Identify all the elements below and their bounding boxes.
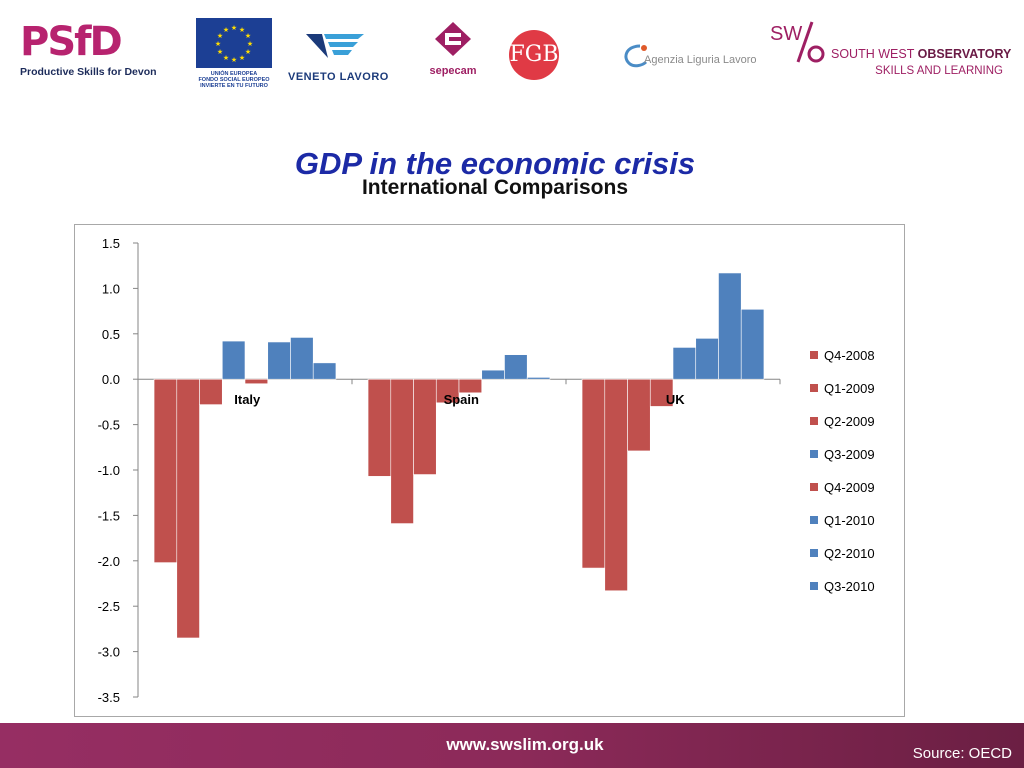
x-category-label: Italy <box>234 392 261 407</box>
psfd-logo-mark: PSfD <box>20 19 123 65</box>
y-tick-label: -3.0 <box>98 645 120 660</box>
svg-text:★: ★ <box>217 48 223 56</box>
eu-caption-line: UNIÓN EUROPEA <box>210 71 258 77</box>
gdp-bar-chart: 1.5 1.0 0.5 0.0 -0.5 -1.0 -1.5 -2.0 -2.5 -3.0 -3.5… <box>98 236 875 705</box>
sw-line1-a: SOUTH WEST <box>831 47 918 61</box>
page-title: GDP in the economic crisis <box>294 146 696 181</box>
svg-text:★: ★ <box>223 26 229 34</box>
svg-text:★: ★ <box>245 32 251 40</box>
sw-line1: SOUTH WEST OBSERVATORY <box>831 47 1011 61</box>
sepecam-text: sepecam <box>429 65 477 77</box>
bar-uk-q4-2009 <box>672 347 697 380</box>
legend-swatch <box>810 483 818 491</box>
bar-italy-q4-2008 <box>153 378 178 563</box>
sw-line1-b: OBSERVATORY <box>917 47 1012 61</box>
legend-swatch <box>810 351 818 359</box>
y-tick-label: -0.5 <box>98 418 120 433</box>
legend-swatch <box>810 450 818 458</box>
bar-italy-q4-2009 <box>244 378 269 385</box>
svg-text:★: ★ <box>245 48 251 56</box>
legend-entry: Q2-2010 <box>824 546 875 561</box>
psfd-logo-caption: Productive Skills for Devon <box>20 66 157 78</box>
y-tick-label: 0.5 <box>102 327 120 342</box>
page-subtitle: International Comparisons <box>361 176 629 199</box>
y-tick-label: -1.5 <box>98 508 120 523</box>
y-tick-label: 1.0 <box>102 281 120 296</box>
logo-strip: PSfD Productive Skills for Devon ★ ★ ★ ★ ★ ★… <box>0 0 1024 110</box>
svg-text:★: ★ <box>223 54 229 62</box>
liguria-text: Agenzia Liguria Lavoro <box>644 54 757 66</box>
chart-frame <box>74 224 905 717</box>
legend-entry: Q1-2009 <box>824 381 875 396</box>
footer-bar: www.swslim.org.uk Source: OECD <box>0 723 1024 768</box>
bar-spain-q4-2009 <box>458 378 483 394</box>
bar-uk-q4-2008 <box>581 378 606 569</box>
y-tick-label: -2.5 <box>98 599 120 614</box>
eu-logo: ★ ★ ★ ★ ★ ★ ★ ★ ★ ★ ★ ★ UNIÓN EUROPEA FONDO SOCI… <box>196 18 272 92</box>
y-tick-label: -3.5 <box>98 690 120 705</box>
bar-uk-q2-2010 <box>718 272 742 380</box>
fgb-logo: FGB <box>505 30 600 85</box>
bar-italy-q1-2009 <box>176 378 200 639</box>
eu-caption-line: INVIERTE EN TU FUTURO <box>200 83 268 89</box>
bar-uk-q3-2010 <box>740 308 765 380</box>
sw-line2: SKILLS AND LEARNING <box>875 65 1003 77</box>
sepecam-logo: sepecam <box>423 20 483 90</box>
legend-entry: Q4-2009 <box>824 480 875 495</box>
fgb-mark: FGB <box>509 30 559 80</box>
svg-text:★: ★ <box>247 40 253 48</box>
svg-text:★: ★ <box>231 24 237 32</box>
y-tick-label: 1.5 <box>102 236 120 251</box>
y-tick-label: -2.0 <box>98 554 120 569</box>
legend-entry: Q3-2009 <box>824 447 875 462</box>
bar-italy-q2-2010 <box>290 337 314 380</box>
x-category-label: UK <box>666 392 685 407</box>
bar-spain-q3-2010 <box>526 377 551 380</box>
y-tick-label: 0.0 <box>102 372 120 387</box>
bar-uk-q1-2010 <box>695 338 719 380</box>
bar-spain-q2-2010 <box>504 354 528 380</box>
sw-percent-mark-icon: SW <box>770 21 825 63</box>
bar-spain-q1-2010 <box>481 369 505 380</box>
legend-entry: Q2-2009 <box>824 414 875 429</box>
agenzia-liguria-lavoro-logo: Agenzia Liguria Lavoro <box>610 38 760 78</box>
legend-entry: Q3-2010 <box>824 579 875 594</box>
bar-italy-q3-2009 <box>221 340 246 380</box>
legend-entry: Q4-2008 <box>824 348 875 363</box>
y-tick-label: -1.0 <box>98 463 120 478</box>
bar-italy-q1-2010 <box>267 341 291 380</box>
veneto-lavoro-text: VENETO LAVORO <box>288 71 389 83</box>
bar-spain-q4-2008 <box>367 378 392 477</box>
bar-spain-q1-2009 <box>390 378 414 524</box>
psfd-logo: PSfD Productive Skills for Devon <box>20 20 180 80</box>
eu-caption-line: FONDO SOCIAL EUROPEO <box>198 77 270 83</box>
bar-spain-q2-2009 <box>413 378 437 475</box>
svg-text:★: ★ <box>215 40 221 48</box>
veneto-lavoro-mark-icon <box>306 34 364 58</box>
svg-text:★: ★ <box>239 54 245 62</box>
footer-source: Source: OECD <box>912 745 1012 762</box>
svg-text:★: ★ <box>217 32 223 40</box>
south-west-observatory-logo: SW SOUTH WEST OBSERVATORY SKILLS AND LEA… <box>768 18 1013 83</box>
liguria-swirl-icon <box>624 44 648 68</box>
bar-uk-q3-2009 <box>649 378 674 407</box>
legend-swatch <box>810 549 818 557</box>
eu-flag-icon: ★ ★ ★ ★ ★ ★ ★ ★ ★ ★ ★ ★ <box>196 18 272 68</box>
bar-uk-q1-2009 <box>604 378 628 592</box>
legend-entry: Q1-2010 <box>824 513 875 528</box>
svg-text:SW: SW <box>770 23 802 45</box>
legend-swatch <box>810 384 818 392</box>
legend-swatch <box>810 582 818 590</box>
svg-text:★: ★ <box>231 56 237 64</box>
bar-uk-q2-2009 <box>627 378 651 452</box>
svg-text:★: ★ <box>239 26 245 34</box>
bar-italy-q3-2010 <box>312 362 337 380</box>
veneto-lavoro-logo: VENETO LAVORO <box>288 30 403 85</box>
sepecam-mark-icon <box>435 22 471 56</box>
legend-swatch <box>810 417 818 425</box>
x-category-label: Spain <box>444 392 479 407</box>
footer-url: www.swslim.org.uk <box>446 735 604 754</box>
bar-italy-q2-2009 <box>199 378 223 405</box>
legend-swatch <box>810 516 818 524</box>
